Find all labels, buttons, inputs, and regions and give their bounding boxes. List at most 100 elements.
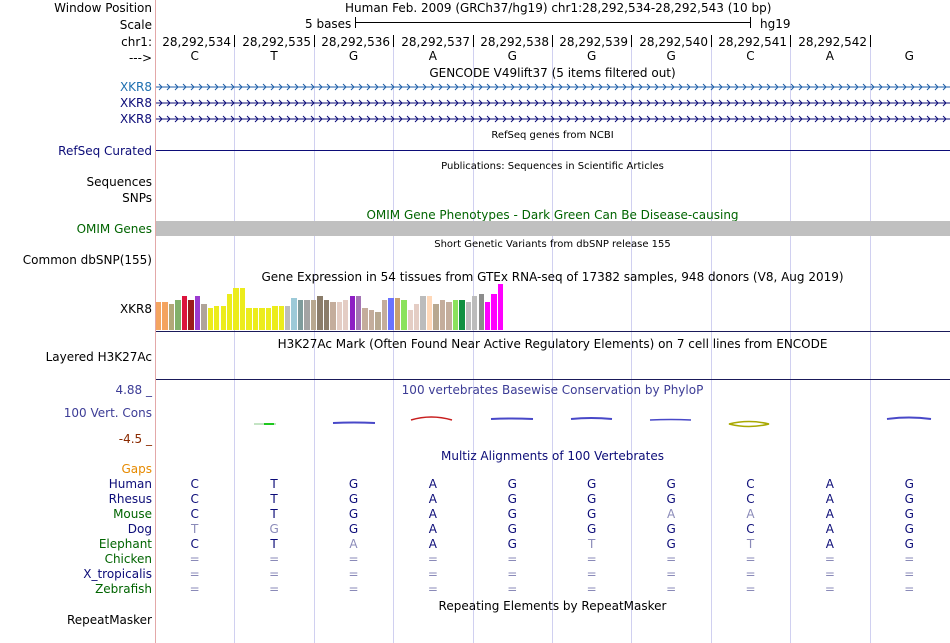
multiz-gaps-label[interactable]: Gaps: [121, 462, 152, 476]
refseq-track-title[interactable]: RefSeq genes from NCBI: [491, 130, 614, 141]
gtex-tissue-bar[interactable]: [336, 302, 343, 330]
gtex-tissue-bar[interactable]: [220, 306, 226, 330]
gtex-tissue-bar[interactable]: [181, 296, 188, 330]
gtex-tissue-bar[interactable]: [394, 298, 401, 330]
species-label-chicken[interactable]: Chicken: [104, 552, 152, 566]
species-label-rhesus[interactable]: Rhesus: [108, 492, 152, 506]
window-position-text[interactable]: Human Feb. 2009 (GRCh37/hg19) chr1:28,29…: [345, 1, 772, 15]
repeatmasker-track-title[interactable]: Repeating Elements by RepeatMasker: [438, 599, 667, 613]
gtex-tissue-bar[interactable]: [420, 296, 426, 330]
gtex-tissue-bar[interactable]: [285, 306, 291, 330]
gtex-tissue-bar[interactable]: [491, 294, 497, 330]
gtex-tissue-bar[interactable]: [349, 296, 355, 330]
gtex-tissue-bar[interactable]: [168, 304, 175, 330]
gtex-tissue-bar[interactable]: [497, 284, 504, 330]
gtex-tissue-bar[interactable]: [414, 304, 420, 330]
refseq-gene-line[interactable]: [156, 150, 950, 151]
gtex-tissue-bar[interactable]: [459, 300, 465, 330]
chrom-label: chr1:: [121, 35, 152, 49]
h3k27ac-label[interactable]: Layered H3K27Ac: [45, 350, 152, 364]
gtex-tissue-bar[interactable]: [388, 298, 394, 330]
gtex-tissue-bar[interactable]: [175, 300, 181, 330]
gtex-tissue-bar[interactable]: [194, 296, 201, 330]
gtex-tissue-bar[interactable]: [426, 296, 433, 330]
gtex-tissue-bar[interactable]: [252, 308, 259, 330]
gtex-tissue-bar[interactable]: [278, 306, 284, 330]
gencode-track-title[interactable]: GENCODE V49lift37 (5 items filtered out): [429, 66, 676, 80]
gencode-transcript[interactable]: [156, 99, 950, 107]
alignment-base: C: [746, 477, 755, 491]
gtex-bar-graph[interactable]: [156, 284, 536, 330]
omim-phenotype-bar[interactable]: [156, 221, 950, 236]
gtex-tissue-bar[interactable]: [439, 300, 446, 330]
gtex-tissue-bar[interactable]: [355, 296, 362, 330]
species-label-elephant[interactable]: Elephant: [98, 537, 152, 551]
repeatmasker-label[interactable]: RepeatMasker: [66, 613, 152, 627]
gencode-transcript[interactable]: [156, 83, 950, 91]
gtex-tissue-bar[interactable]: [465, 302, 472, 330]
gtex-tissue-bar[interactable]: [478, 294, 484, 330]
gtex-tissue-bar[interactable]: [362, 308, 368, 330]
gtex-tissue-bar[interactable]: [188, 300, 194, 330]
gtex-tissue-bar[interactable]: [226, 294, 233, 330]
gtex-tissue-bar[interactable]: [323, 300, 330, 330]
scale-label: Scale: [119, 18, 152, 32]
gtex-tissue-bar[interactable]: [214, 306, 220, 330]
gtex-tissue-bar[interactable]: [233, 288, 239, 330]
alignment-base: T: [588, 537, 596, 551]
alignment-base: G: [587, 492, 597, 506]
publications-sequences-label[interactable]: Sequences: [86, 175, 152, 189]
h3k27ac-track-title[interactable]: H3K27Ac Mark (Often Found Near Active Re…: [277, 337, 828, 351]
alignment-base: =: [904, 567, 915, 581]
cons-wiggle[interactable]: [156, 395, 950, 445]
gencode-gene-models[interactable]: [156, 80, 950, 126]
gtex-tissue-bar[interactable]: [207, 308, 214, 330]
gtex-tissue-bar[interactable]: [304, 300, 310, 330]
gencode-item-label-2[interactable]: XKR8: [119, 96, 152, 110]
publications-snps-label[interactable]: SNPs: [122, 191, 152, 205]
gtex-tissue-bar[interactable]: [407, 310, 413, 330]
gencode-transcript[interactable]: [156, 115, 950, 123]
gtex-tissue-bar[interactable]: [330, 302, 336, 330]
omim-track-title[interactable]: OMIM Gene Phenotypes - Dark Green Can Be…: [366, 208, 739, 222]
gtex-tissue-bar[interactable]: [472, 296, 478, 330]
gtex-tissue-bar[interactable]: [484, 302, 491, 330]
gtex-tissue-bar[interactable]: [272, 306, 278, 330]
gencode-item-label-3[interactable]: XKR8: [119, 112, 152, 126]
species-label-human[interactable]: Human: [108, 477, 152, 491]
gtex-tissue-bar[interactable]: [156, 302, 162, 330]
gtex-tissue-bar[interactable]: [452, 300, 459, 330]
gtex-tissue-bar[interactable]: [375, 312, 381, 330]
gtex-tissue-bar[interactable]: [310, 300, 317, 330]
gtex-tissue-bar[interactable]: [297, 300, 304, 330]
gtex-tissue-bar[interactable]: [381, 300, 388, 330]
gtex-tissue-bar[interactable]: [265, 308, 272, 330]
refseq-label[interactable]: RefSeq Curated: [58, 144, 152, 158]
gtex-gene-label[interactable]: XKR8: [119, 302, 152, 316]
gtex-tissue-bar[interactable]: [446, 302, 452, 330]
gencode-item-label-1[interactable]: XKR8: [119, 80, 152, 94]
species-label-mouse[interactable]: Mouse: [113, 507, 152, 521]
gtex-tissue-bar[interactable]: [259, 308, 265, 330]
cons-track-title[interactable]: 100 vertebrates Basewise Conservation by…: [401, 383, 704, 397]
gtex-track-title[interactable]: Gene Expression in 54 tissues from GTEx …: [261, 270, 844, 284]
gtex-tissue-bar[interactable]: [291, 298, 297, 330]
gtex-tissue-bar[interactable]: [317, 296, 323, 330]
publications-track-title[interactable]: Publications: Sequences in Scientific Ar…: [441, 161, 664, 172]
gtex-tissue-bar[interactable]: [201, 304, 207, 330]
gtex-tissue-bar[interactable]: [239, 288, 246, 330]
species-label-zebrafish[interactable]: Zebrafish: [95, 582, 152, 596]
dbsnp-track-title[interactable]: Short Genetic Variants from dbSNP releas…: [434, 239, 671, 250]
omim-label[interactable]: OMIM Genes: [76, 222, 152, 236]
gtex-tissue-bar[interactable]: [368, 310, 375, 330]
dbsnp-label[interactable]: Common dbSNP(155): [22, 253, 152, 267]
gtex-tissue-bar[interactable]: [433, 304, 439, 330]
gtex-tissue-bar[interactable]: [162, 302, 168, 330]
species-label-dog[interactable]: Dog: [127, 522, 152, 536]
cons-label[interactable]: 100 Vert. Cons: [63, 406, 152, 420]
gtex-tissue-bar[interactable]: [343, 300, 349, 330]
gtex-tissue-bar[interactable]: [401, 300, 407, 330]
species-label-x_tropicalis[interactable]: X_tropicalis: [83, 567, 152, 581]
multiz-track-title[interactable]: Multiz Alignments of 100 Vertebrates: [440, 449, 665, 463]
gtex-tissue-bar[interactable]: [246, 308, 252, 330]
